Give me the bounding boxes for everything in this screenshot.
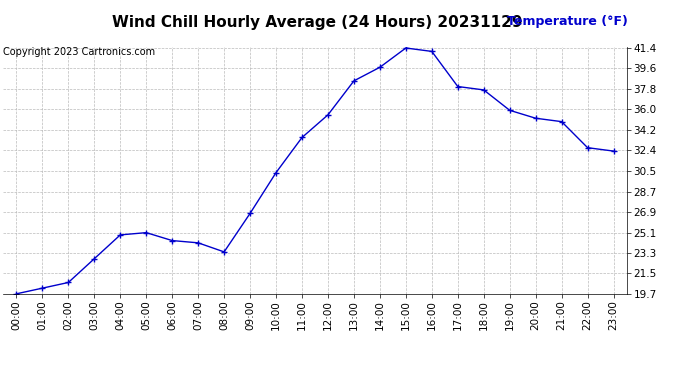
- Text: Wind Chill Hourly Average (24 Hours) 20231129: Wind Chill Hourly Average (24 Hours) 202…: [112, 15, 522, 30]
- Text: Temperature (°F): Temperature (°F): [507, 15, 628, 28]
- Text: Copyright 2023 Cartronics.com: Copyright 2023 Cartronics.com: [3, 47, 155, 57]
